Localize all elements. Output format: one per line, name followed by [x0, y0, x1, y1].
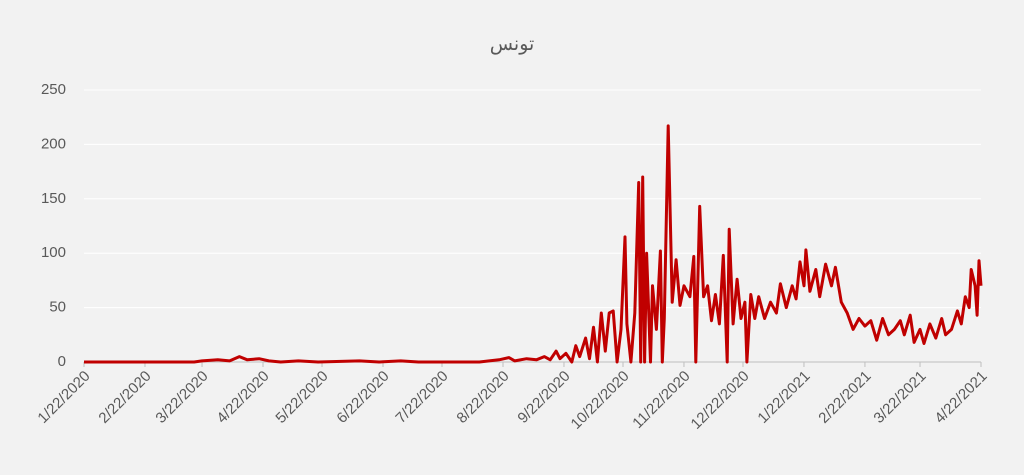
- x-tick-label: 10/22/2020: [568, 368, 633, 433]
- x-tick-label: 1/22/2020: [34, 368, 93, 427]
- y-tick-label: 250: [41, 81, 66, 98]
- x-tick-label: 2/22/2021: [815, 368, 874, 427]
- data-line: [84, 124, 983, 364]
- x-tick-label: 12/22/2020: [688, 368, 753, 433]
- chart-title: تونس: [490, 34, 535, 55]
- x-tick-label: 5/22/2020: [272, 368, 331, 427]
- x-tick-label: 4/22/2020: [213, 368, 272, 427]
- x-tick-label: 11/22/2020: [629, 368, 693, 432]
- x-tick-label: 6/22/2020: [333, 368, 392, 427]
- x-tick-label: 8/22/2020: [453, 368, 512, 427]
- x-tick-label: 4/22/2021: [931, 368, 990, 427]
- x-tick-label: 3/22/2021: [870, 368, 929, 427]
- x-tick-label: 9/22/2020: [514, 368, 573, 427]
- x-tick-label: 1/22/2021: [754, 368, 813, 427]
- y-tick-label: 150: [41, 190, 66, 207]
- x-tick-label: 2/22/2020: [95, 368, 154, 427]
- x-tick-label: 3/22/2020: [152, 368, 211, 427]
- x-tick-label: 7/22/2020: [392, 368, 451, 427]
- y-tick-label: 50: [49, 299, 66, 316]
- y-tick-label: 100: [41, 244, 66, 261]
- y-tick-label: 200: [41, 135, 66, 152]
- y-tick-label: 0: [58, 353, 66, 370]
